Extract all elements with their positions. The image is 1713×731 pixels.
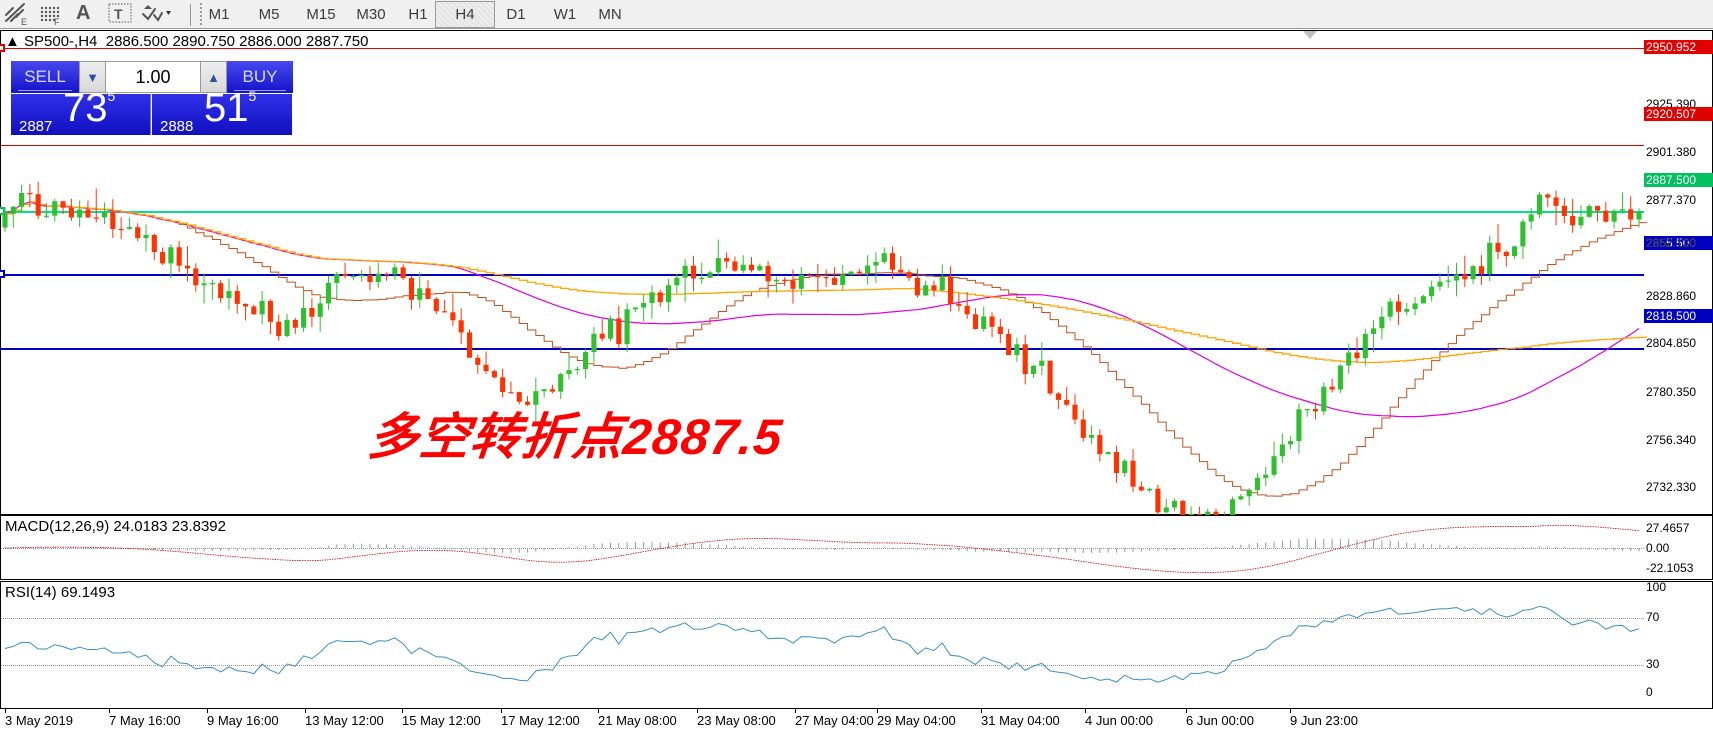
svg-text:T: T <box>114 6 123 22</box>
svg-text:F: F <box>54 17 60 26</box>
svg-text:E: E <box>21 17 27 26</box>
